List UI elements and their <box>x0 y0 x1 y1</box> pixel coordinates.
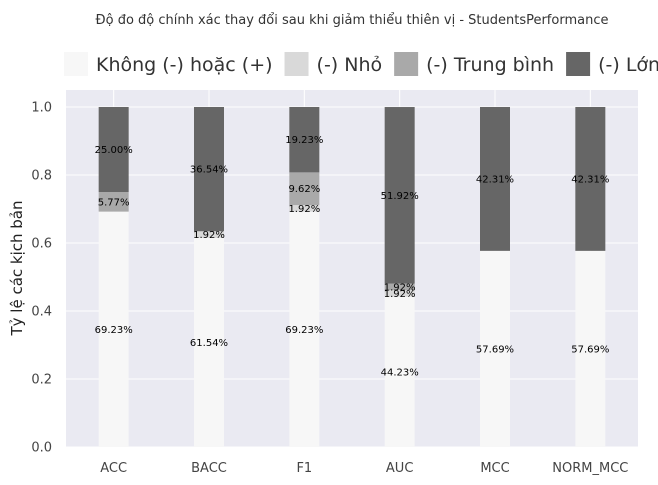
bar-value-label: 44.23% <box>381 367 419 378</box>
legend: Không (-) hoặc (+) (-) Nhỏ (-) Trung bình (… <box>64 52 658 76</box>
bar-segment <box>480 250 510 447</box>
bar-segment <box>194 237 224 447</box>
bar-value-label: 61.54% <box>190 338 228 349</box>
bar-value-label: 9.62% <box>288 184 320 195</box>
legend-swatch <box>64 52 88 76</box>
chart-title: Độ đo độ chính xác thay đổi sau khi giảm… <box>96 13 609 28</box>
x-tick-label: ACC <box>100 461 127 476</box>
bar-labels: 69.23% 5.77% 25.00% 61.54% 1.92% 36.54% 69.23%… <box>95 135 610 378</box>
bar-value-label: 1.92% <box>384 289 416 300</box>
bar-segment <box>98 192 129 212</box>
bar-value-label: 5.77% <box>98 197 130 208</box>
bars <box>98 107 606 447</box>
legend-swatch <box>284 52 309 76</box>
y-tick-label: 0.4 <box>31 305 52 320</box>
bar-value-label: 42.31% <box>476 174 514 185</box>
bar-value-label: 1.92% <box>288 204 320 215</box>
x-tick-label: AUC <box>386 461 414 476</box>
x-tick-label: F1 <box>296 461 312 476</box>
bar-value-label: 1.92% <box>384 282 416 293</box>
legend-label: (-) Lớn <box>598 54 658 76</box>
bar-value-label: 69.23% <box>95 325 133 336</box>
bar-segment <box>575 107 606 251</box>
bar-segment <box>289 107 320 173</box>
bar-value-label: 51.92% <box>381 191 419 202</box>
legend-label: Không (-) hoặc (+) <box>96 54 273 76</box>
y-tick-label: 0.8 <box>31 169 52 184</box>
bar-segment <box>289 205 320 212</box>
x-tick-label: MCC <box>480 461 509 476</box>
y-tick-label: 0.0 <box>31 441 52 456</box>
bar-segment <box>480 107 510 251</box>
y-tick-label: 0.2 <box>31 373 52 388</box>
bar-segment <box>384 290 415 297</box>
bar-value-label: 1.92% <box>193 230 225 241</box>
bar-segment <box>575 250 606 447</box>
bar-value-label: 19.23% <box>285 135 323 146</box>
bar-segment <box>384 107 415 284</box>
bar-value-label: 42.31% <box>571 174 609 185</box>
plot-area <box>66 90 638 447</box>
bar-value-label: 25.00% <box>95 145 133 156</box>
bar-value-label: 69.23% <box>285 325 323 336</box>
legend-label: (-) Nhỏ <box>317 54 383 76</box>
bar-value-label: 57.69% <box>571 344 609 355</box>
legend-swatch <box>394 52 419 76</box>
bar-segment <box>98 107 129 192</box>
legend-swatch <box>566 52 591 76</box>
x-tick-label: BACC <box>191 461 227 476</box>
x-axis-ticks: ACC BACC F1 AUC MCC NORM_MCC <box>100 461 628 476</box>
bar-value-label: 36.54% <box>190 165 228 176</box>
bar-segment <box>384 283 415 291</box>
legend-label: (-) Trung bình <box>426 54 554 76</box>
y-axis-ticks: 0.0 0.2 0.4 0.6 0.8 1.0 <box>31 101 52 456</box>
bar-value-label: 57.69% <box>476 344 514 355</box>
bar-segment <box>194 231 224 238</box>
y-axis-label: Tỷ lệ các kịch bản <box>8 200 26 336</box>
bar-segment <box>289 211 320 447</box>
bar-segment <box>384 296 415 447</box>
y-tick-label: 1.0 <box>31 101 52 116</box>
y-tick-label: 0.6 <box>31 237 52 252</box>
bar-segment <box>98 211 129 447</box>
bar-segment <box>194 107 224 232</box>
bar-segment <box>289 172 320 206</box>
x-tick-label: NORM_MCC <box>552 461 628 476</box>
